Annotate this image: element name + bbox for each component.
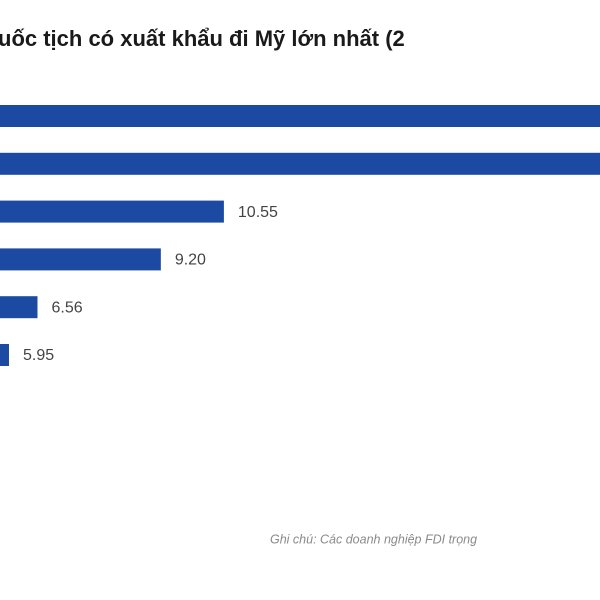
bar [0,248,161,271]
bar [0,200,224,223]
note: Ghi chú: Các doanh nghiệp FDI trọng [270,532,477,546]
value-label: 6.56 [51,299,82,316]
bar [0,344,9,366]
chart-title: uốc tịch có xuất khẩu đi Mỹ lớn nhất (2 [0,26,405,51]
value-label: 5.95 [23,347,54,364]
bar [0,296,38,319]
value-label: 10.55 [238,204,278,221]
value-label: 9.20 [175,252,206,269]
bar [0,105,600,127]
bar [0,152,600,175]
